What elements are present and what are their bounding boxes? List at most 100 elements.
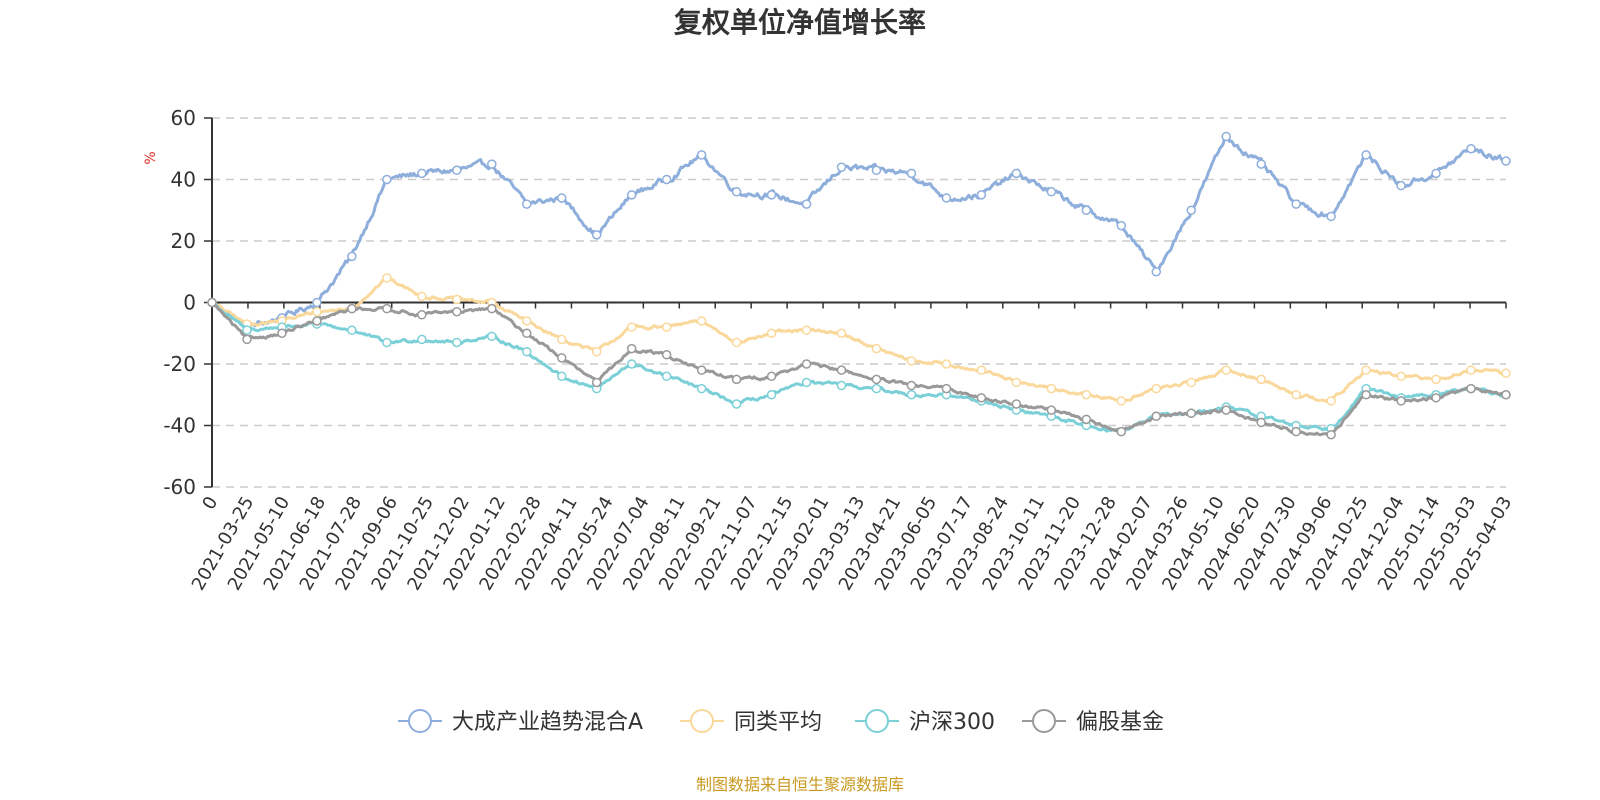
series-point xyxy=(976,365,987,375)
series-point xyxy=(766,390,777,400)
series-point xyxy=(1151,267,1162,277)
y-tick-label: 60 xyxy=(171,106,196,130)
series-point xyxy=(1011,377,1022,388)
series-point xyxy=(1046,405,1057,415)
series-point xyxy=(1466,144,1476,154)
series-point xyxy=(731,399,742,409)
series-point xyxy=(1011,168,1022,179)
y-axis-unit-label: % xyxy=(143,151,159,164)
series-point xyxy=(1221,131,1231,142)
series-point xyxy=(556,353,567,363)
series-point xyxy=(522,316,532,326)
series-point xyxy=(1501,368,1511,378)
y-tick-label: -40 xyxy=(163,414,196,438)
grid-lines xyxy=(212,117,1506,488)
series-4 xyxy=(207,297,1511,440)
series-point xyxy=(1011,399,1022,409)
series-point xyxy=(661,322,672,332)
source-note: 制图数据来自恒生聚源数据库 xyxy=(696,775,904,794)
series-point xyxy=(312,297,322,308)
legend-item[interactable]: 沪深300 xyxy=(855,709,995,735)
series-point xyxy=(1361,390,1371,400)
series-1 xyxy=(207,131,1511,332)
series-point xyxy=(207,297,217,308)
series-point xyxy=(347,325,357,335)
series-point xyxy=(626,322,637,332)
series-line xyxy=(210,300,1507,437)
series-point xyxy=(976,190,987,200)
series-point xyxy=(1081,390,1092,400)
y-tick-label: -20 xyxy=(163,352,196,376)
series-point xyxy=(1501,390,1511,400)
series-point xyxy=(1151,383,1162,394)
series-2 xyxy=(207,273,1511,406)
series-point xyxy=(1221,405,1231,415)
series-line xyxy=(210,135,1507,330)
series-point xyxy=(452,337,462,348)
series-point xyxy=(417,168,427,179)
series-point xyxy=(871,374,882,385)
legend-item[interactable]: 同类平均 xyxy=(680,709,822,735)
series-point xyxy=(242,334,252,345)
series-point xyxy=(1326,211,1336,222)
series-point xyxy=(1186,377,1196,388)
legend-marker xyxy=(408,709,432,733)
series-point xyxy=(452,165,462,176)
legend-item[interactable]: 大成产业趋势混合A xyxy=(398,709,643,735)
series-point xyxy=(1466,365,1476,375)
series-point xyxy=(696,365,707,375)
series-point xyxy=(1501,156,1511,166)
series-point xyxy=(871,165,882,176)
series-point xyxy=(1256,374,1266,385)
series-point xyxy=(1396,371,1406,382)
series-point xyxy=(1431,393,1441,403)
series-point xyxy=(1326,429,1336,440)
series-point xyxy=(487,331,497,342)
series-point xyxy=(1466,383,1476,394)
series-point xyxy=(731,374,742,385)
series-point xyxy=(1116,396,1127,406)
series-point xyxy=(836,380,847,391)
series-point xyxy=(1291,390,1301,400)
series-point xyxy=(347,251,357,262)
series-point xyxy=(382,174,392,185)
legend-marker xyxy=(690,709,714,733)
series-point xyxy=(591,230,602,240)
series-point xyxy=(661,371,672,382)
series-point xyxy=(452,306,462,317)
series-line xyxy=(211,276,1508,404)
series-point xyxy=(766,328,777,338)
series-point xyxy=(522,199,532,209)
legend-item[interactable]: 偏股基金 xyxy=(1022,709,1164,735)
legend[interactable]: 大成产业趋势混合A 同类平均 沪深300 偏股基金 xyxy=(398,709,1164,735)
series-point xyxy=(1431,374,1441,385)
series-point xyxy=(1046,187,1057,197)
series-point xyxy=(941,359,952,369)
series-layer xyxy=(207,131,1511,440)
series-point xyxy=(1116,426,1127,437)
legend-label: 偏股基金 xyxy=(1076,710,1164,735)
series-point xyxy=(836,328,847,338)
series-point xyxy=(766,190,777,200)
series-point xyxy=(417,291,427,302)
series-point xyxy=(836,162,847,172)
series-point xyxy=(1361,365,1371,375)
series-point xyxy=(696,316,707,326)
series-point xyxy=(591,377,602,388)
series-point xyxy=(1291,426,1301,437)
series-point xyxy=(556,193,567,203)
legend-marker xyxy=(1032,709,1056,733)
series-point xyxy=(1396,396,1406,406)
series-point xyxy=(626,190,637,200)
series-point xyxy=(801,325,812,335)
series-point xyxy=(1116,220,1127,231)
series-point xyxy=(312,316,322,326)
series-point xyxy=(1186,205,1196,215)
series-3 xyxy=(207,297,1511,437)
series-point xyxy=(382,273,392,283)
series-point xyxy=(626,359,637,369)
series-point xyxy=(1081,205,1092,215)
series-point xyxy=(1151,411,1162,422)
series-point xyxy=(1256,159,1266,169)
